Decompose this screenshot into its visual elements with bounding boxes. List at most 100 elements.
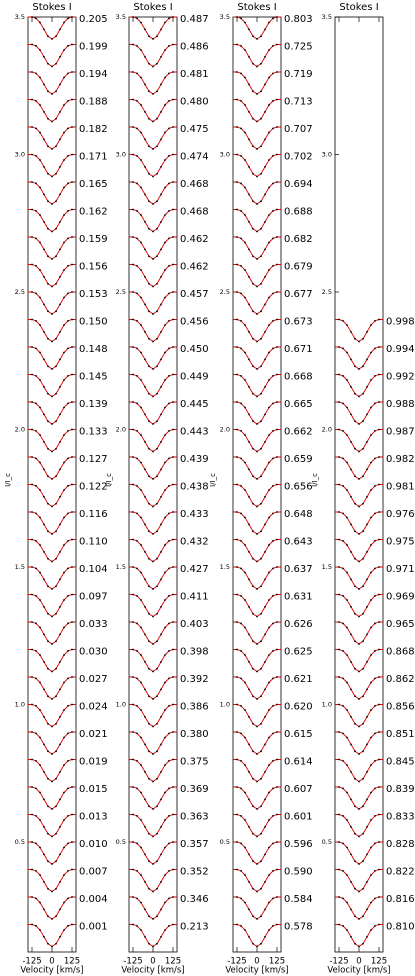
observation-dot <box>51 478 53 480</box>
model-line <box>233 319 281 343</box>
observation-dot <box>39 764 41 766</box>
phase-label: 0.810 <box>386 922 415 933</box>
observation-dot <box>268 49 270 51</box>
observation-dot <box>370 791 372 794</box>
observation-dot <box>374 622 376 625</box>
observation-dot <box>144 83 146 86</box>
observation-dot <box>256 698 258 700</box>
observation-dot <box>59 633 61 636</box>
observation-dot <box>172 511 174 513</box>
model-line <box>233 511 281 535</box>
observation-dot <box>172 263 174 266</box>
observation-dot <box>140 104 142 106</box>
observation-dot <box>342 402 344 405</box>
observation-dot <box>63 214 65 216</box>
observation-dot <box>264 440 266 443</box>
observation-dot <box>362 557 364 560</box>
phase-label: 0.182 <box>79 124 108 135</box>
model-line <box>233 291 281 315</box>
observation-dot <box>268 296 270 299</box>
observation-dot <box>244 681 246 684</box>
phase-label: 0.702 <box>284 152 313 163</box>
phase-label: 0.110 <box>79 537 108 548</box>
model-line <box>335 759 383 783</box>
observation-dot <box>136 127 138 130</box>
model-line <box>335 401 383 425</box>
observation-dot <box>350 358 352 361</box>
observation-dot <box>272 787 274 790</box>
model-line <box>28 99 76 123</box>
observation-dot <box>47 310 49 313</box>
observation-dot <box>140 874 142 876</box>
observation-dot <box>168 17 170 20</box>
observation-dot <box>43 275 45 278</box>
observation-dot <box>31 98 33 101</box>
model-line <box>129 621 177 645</box>
observation-dot <box>236 676 238 678</box>
observation-dot <box>252 942 254 945</box>
observation-dot <box>164 819 166 821</box>
observation-dot <box>248 440 250 443</box>
observation-dot <box>236 868 238 871</box>
observation-dot <box>39 901 41 904</box>
observation-dot <box>256 93 258 95</box>
observation-dot <box>140 434 142 436</box>
observation-dot <box>350 715 352 718</box>
observation-dot <box>31 181 33 183</box>
observation-dot <box>39 929 41 931</box>
y-tick-label: 3.0 <box>220 151 230 159</box>
observation-dot <box>63 791 65 794</box>
observation-dot <box>148 172 150 175</box>
observation-dot <box>39 461 41 464</box>
y-tick-label: 3.0 <box>15 151 25 159</box>
observation-dot <box>55 860 57 863</box>
observation-dot <box>264 413 266 416</box>
observation-dot <box>35 704 37 707</box>
observation-dot <box>71 208 73 211</box>
observation-dot <box>67 17 69 20</box>
observation-dot <box>39 516 41 519</box>
observation-dot <box>51 560 53 563</box>
observation-dot <box>260 557 262 560</box>
observation-dot <box>160 248 162 251</box>
observation-dot <box>276 153 278 156</box>
observation-dot <box>260 227 262 230</box>
observation-dot <box>43 550 45 553</box>
observation-dot <box>276 731 278 733</box>
observation-dot <box>144 193 146 196</box>
observation-dot <box>164 379 166 381</box>
observation-dot <box>71 43 73 46</box>
observation-dot <box>59 578 61 581</box>
observation-dot <box>374 649 376 652</box>
observation-dot <box>350 935 352 938</box>
observation-dot <box>136 869 138 872</box>
observation-dot <box>260 62 262 65</box>
observation-dot <box>148 502 150 505</box>
observation-dot <box>55 915 57 918</box>
observation-dot <box>272 347 274 350</box>
observation-dot <box>63 351 65 354</box>
observation-dot <box>240 512 242 515</box>
x-tick-label: 125 <box>371 957 387 967</box>
observation-dot <box>350 633 352 636</box>
model-line <box>335 676 383 700</box>
observation-dot <box>378 511 380 513</box>
observation-dot <box>264 880 266 883</box>
observation-dot <box>156 942 158 945</box>
observation-dot <box>132 401 134 403</box>
observation-dot <box>71 291 73 293</box>
observation-dot <box>156 200 158 203</box>
observation-dot <box>172 71 174 73</box>
observation-dot <box>164 296 166 299</box>
y-axis-label: I/I_c <box>209 473 217 487</box>
observation-dot <box>346 846 348 849</box>
model-line <box>28 621 76 645</box>
observation-dot <box>164 626 166 629</box>
observation-dot <box>236 566 238 568</box>
observation-dot <box>132 868 134 871</box>
observation-dot <box>148 585 150 588</box>
observation-dot <box>51 258 53 260</box>
observation-dot <box>39 846 41 849</box>
observation-dot <box>362 750 364 753</box>
